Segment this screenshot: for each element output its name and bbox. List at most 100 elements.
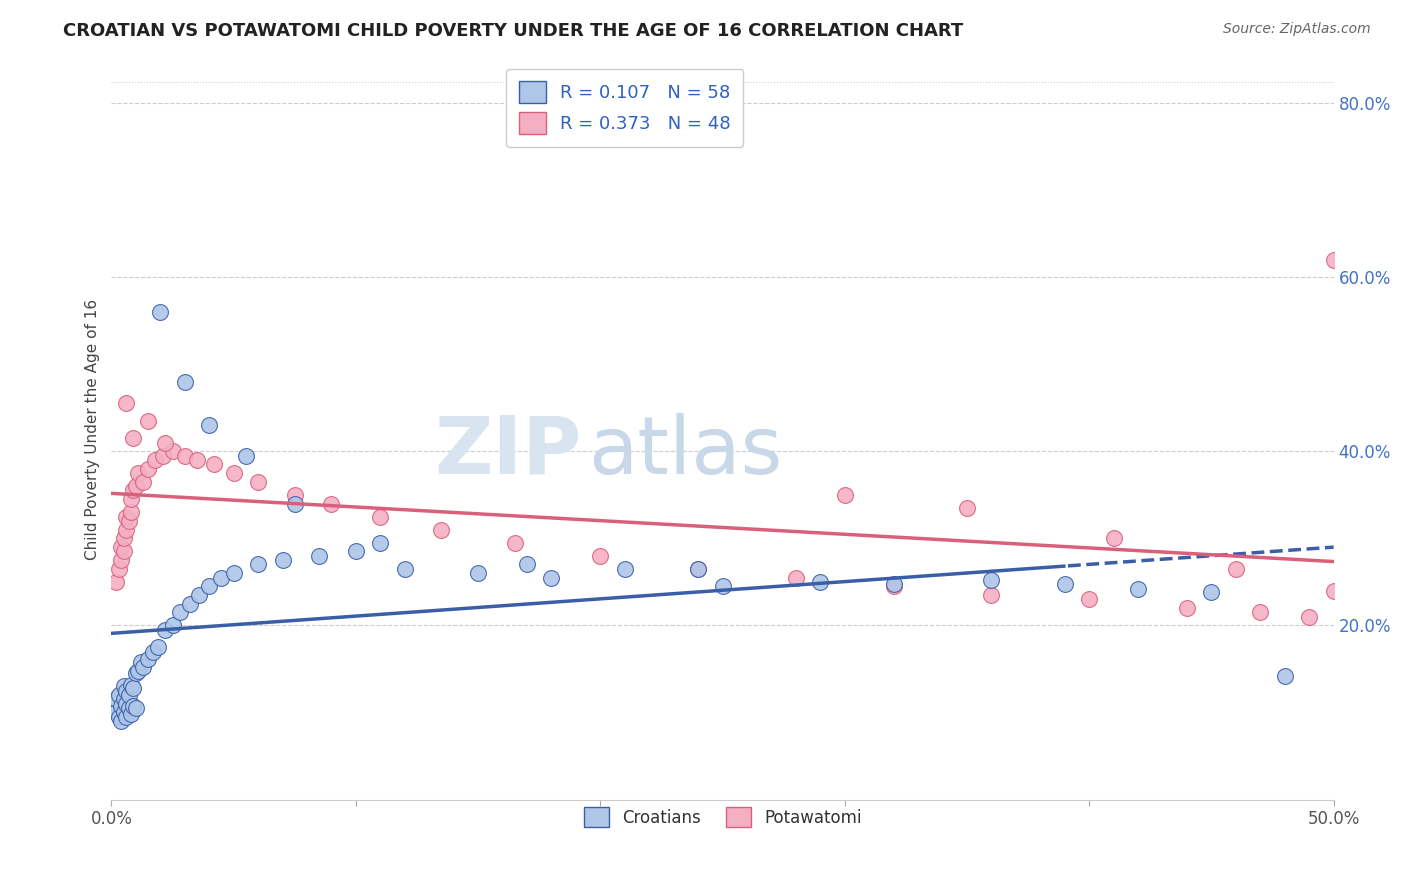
Point <box>127 466 149 480</box>
Point <box>173 449 195 463</box>
Point <box>110 553 132 567</box>
Point <box>153 623 176 637</box>
Point <box>125 701 148 715</box>
Point <box>344 544 367 558</box>
Point <box>1201 585 1223 599</box>
Point <box>112 679 135 693</box>
Point <box>125 666 148 681</box>
Point <box>112 706 135 720</box>
Point <box>117 688 139 702</box>
Point <box>122 431 145 445</box>
Point <box>136 651 159 665</box>
Point <box>117 514 139 528</box>
Point <box>785 570 807 584</box>
Point <box>110 698 132 713</box>
Point <box>105 692 128 706</box>
Point <box>589 549 612 563</box>
Point <box>980 588 1002 602</box>
Point <box>503 535 526 549</box>
Point <box>516 558 538 572</box>
Text: CROATIAN VS POTAWATOMI CHILD POVERTY UNDER THE AGE OF 16 CORRELATION CHART: CROATIAN VS POTAWATOMI CHILD POVERTY UND… <box>63 22 963 40</box>
Point <box>142 644 165 658</box>
Y-axis label: Child Poverty Under the Age of 16: Child Poverty Under the Age of 16 <box>86 299 100 560</box>
Point <box>808 574 831 589</box>
Point <box>540 570 562 584</box>
Point <box>1323 252 1346 267</box>
Point <box>112 544 135 558</box>
Point <box>688 562 710 576</box>
Point <box>247 558 270 572</box>
Point <box>430 523 453 537</box>
Point <box>834 488 856 502</box>
Text: atlas: atlas <box>588 413 783 491</box>
Point <box>1175 601 1198 615</box>
Point <box>883 576 905 591</box>
Point <box>110 540 132 554</box>
Point <box>1225 562 1247 576</box>
Point <box>688 562 710 576</box>
Point <box>883 579 905 593</box>
Point <box>173 375 195 389</box>
Point <box>115 710 138 724</box>
Point <box>122 681 145 695</box>
Point <box>127 664 149 678</box>
Point <box>117 701 139 715</box>
Point <box>120 492 142 507</box>
Point <box>1053 576 1076 591</box>
Point <box>368 535 391 549</box>
Point <box>107 688 129 702</box>
Point <box>136 461 159 475</box>
Point <box>105 574 128 589</box>
Point <box>122 483 145 498</box>
Point <box>115 683 138 698</box>
Point <box>980 573 1002 587</box>
Point <box>1274 669 1296 683</box>
Point <box>308 549 330 563</box>
Point <box>149 305 172 319</box>
Point <box>115 697 138 711</box>
Point <box>247 475 270 489</box>
Point <box>321 497 343 511</box>
Point <box>162 618 184 632</box>
Point <box>368 509 391 524</box>
Point <box>146 640 169 655</box>
Point <box>145 453 167 467</box>
Text: Source: ZipAtlas.com: Source: ZipAtlas.com <box>1223 22 1371 37</box>
Point <box>202 458 225 472</box>
Point <box>1102 532 1125 546</box>
Point <box>186 453 208 467</box>
Point <box>112 532 135 546</box>
Point <box>115 509 138 524</box>
Point <box>235 449 257 463</box>
Point <box>271 553 294 567</box>
Point <box>120 505 142 519</box>
Point <box>115 396 138 410</box>
Text: ZIP: ZIP <box>434 413 582 491</box>
Point <box>1126 582 1149 596</box>
Point <box>107 562 129 576</box>
Point <box>105 706 128 720</box>
Point <box>179 597 201 611</box>
Legend: Croatians, Potawatomi: Croatians, Potawatomi <box>575 798 870 836</box>
Point <box>394 562 416 576</box>
Point <box>711 579 734 593</box>
Point <box>188 588 211 602</box>
Point <box>132 475 155 489</box>
Point <box>169 606 191 620</box>
Point <box>110 714 132 728</box>
Point <box>613 562 636 576</box>
Point <box>129 655 152 669</box>
Point <box>132 660 155 674</box>
Point <box>122 698 145 713</box>
Point <box>112 692 135 706</box>
Point <box>125 479 148 493</box>
Point <box>1249 606 1271 620</box>
Point <box>152 449 174 463</box>
Point <box>107 710 129 724</box>
Point <box>153 435 176 450</box>
Point <box>284 488 307 502</box>
Point <box>956 500 979 515</box>
Point <box>120 707 142 722</box>
Point <box>284 497 307 511</box>
Point <box>1298 609 1320 624</box>
